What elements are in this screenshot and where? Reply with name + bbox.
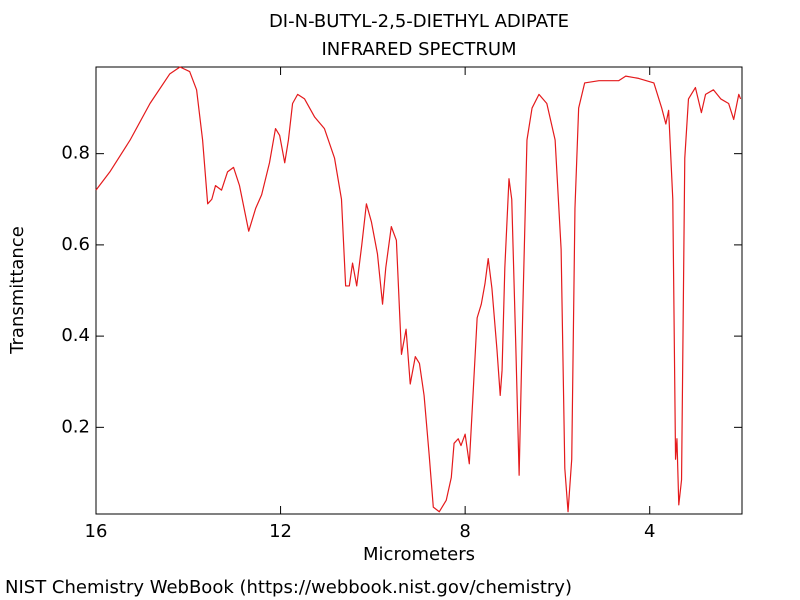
source-note: NIST Chemistry WebBook (https://webbook.… xyxy=(5,577,572,598)
y-tick-label: 0.6 xyxy=(61,234,90,255)
x-tick-label: 12 xyxy=(269,521,292,542)
x-axis-label: Micrometers xyxy=(363,544,475,565)
y-axis-label: Transmittance xyxy=(7,226,28,355)
y-tick-label: 0.8 xyxy=(61,143,90,164)
chart-subtitle: INFRARED SPECTRUM xyxy=(321,39,516,60)
x-tick-label: 4 xyxy=(644,521,655,542)
y-tick-label: 0.4 xyxy=(61,325,90,346)
spectrum-line xyxy=(95,66,742,513)
plot-frame xyxy=(95,66,743,515)
x-tick-label: 16 xyxy=(85,521,108,542)
y-tick-label: 0.2 xyxy=(61,416,90,437)
chart-title: DI-N-BUTYL-2,5-DIETHYL ADIPATE xyxy=(269,11,569,32)
x-tick-label: 8 xyxy=(459,521,470,542)
